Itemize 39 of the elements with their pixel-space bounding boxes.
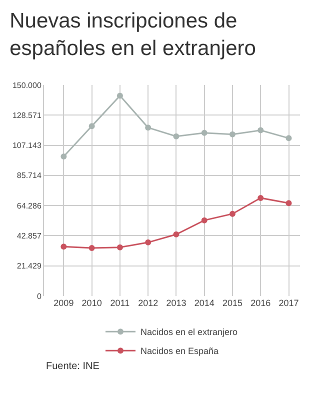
point bbox=[116, 244, 123, 250]
point bbox=[145, 124, 152, 131]
point bbox=[60, 244, 67, 250]
point bbox=[201, 130, 208, 136]
chart-title: Nuevas inscripciones de españoles en el extranjero bbox=[10, 10, 256, 60]
legend-label: Nacidos en el extranjero bbox=[140, 327, 238, 338]
x-tick-label: 2012 bbox=[138, 298, 158, 308]
point bbox=[258, 127, 264, 134]
x-tick-label: 2013 bbox=[166, 298, 186, 308]
x-tick-label: 2017 bbox=[278, 298, 299, 308]
point bbox=[258, 194, 264, 201]
source-note: Fuente: INE bbox=[46, 361, 100, 372]
x-tick-label: 2009 bbox=[54, 298, 74, 308]
legend-label: Nacidos en España bbox=[140, 346, 219, 356]
point bbox=[88, 123, 95, 130]
y-tick-label: 21.429 bbox=[16, 262, 42, 271]
y-tick-label: 42.857 bbox=[16, 232, 42, 241]
y-tick-label: 107.143 bbox=[12, 141, 42, 150]
point bbox=[173, 231, 180, 238]
point bbox=[88, 245, 95, 252]
point bbox=[60, 153, 67, 160]
point bbox=[201, 217, 208, 224]
x-tick-label: 2014 bbox=[194, 298, 214, 308]
y-tick-label: 150.000 bbox=[12, 80, 42, 90]
point bbox=[229, 131, 236, 138]
y-tick-label: 128.571 bbox=[12, 110, 42, 120]
point bbox=[173, 133, 180, 140]
point bbox=[116, 92, 123, 99]
x-tick-label: 2010 bbox=[82, 298, 102, 308]
point bbox=[286, 200, 292, 206]
point bbox=[229, 210, 236, 217]
y-tick-label: 85.714 bbox=[16, 171, 42, 180]
point bbox=[286, 135, 292, 142]
y-tick-label: 0 bbox=[36, 292, 42, 301]
x-tick-label: 2015 bbox=[222, 298, 242, 308]
x-tick-label: 2011 bbox=[110, 298, 130, 308]
x-tick-label: 2016 bbox=[250, 298, 271, 308]
point bbox=[145, 239, 152, 246]
y-tick-label: 64.286 bbox=[16, 201, 42, 210]
